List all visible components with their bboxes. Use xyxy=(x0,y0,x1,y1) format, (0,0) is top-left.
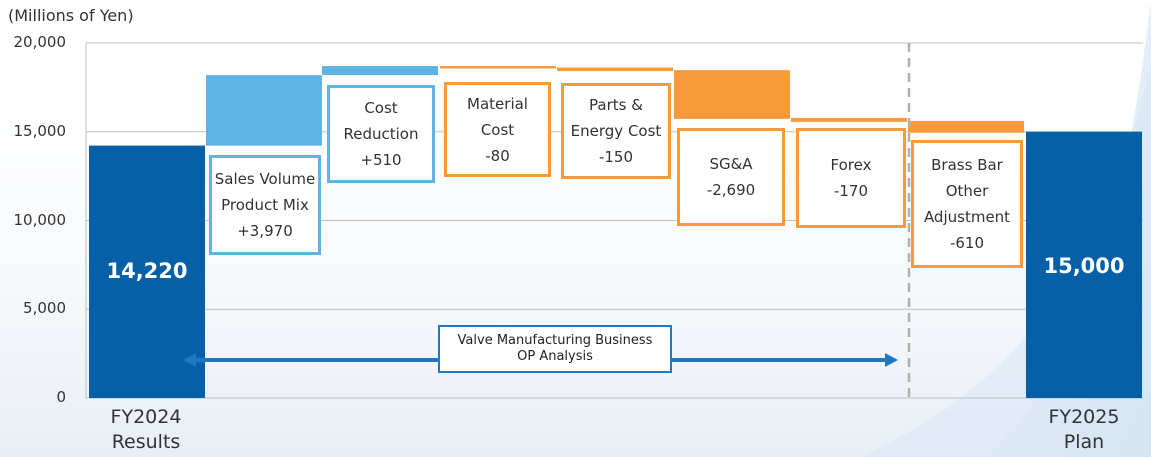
step-label-text: +3,970 xyxy=(237,222,293,240)
step-label-text: +510 xyxy=(360,151,402,169)
step-label-text: Sales Volume xyxy=(214,170,316,188)
end-value-label: 15,000 xyxy=(1043,254,1125,278)
step-label-box: Sales Volume Product Mix +3,970 xyxy=(209,155,321,255)
step-label-text: Forex xyxy=(830,156,872,174)
step-label-box: Cost Reduction +510 xyxy=(327,85,435,183)
step-label-text: -80 xyxy=(485,146,510,165)
step-label-box: Forex -170 xyxy=(796,128,906,228)
x-label-start: FY2024 Results xyxy=(86,405,206,455)
step-label-text: Product Mix xyxy=(221,196,309,214)
x-label-end: FY2025 Plan xyxy=(1024,405,1144,455)
step-label-text: -610 xyxy=(949,234,985,252)
x-label-start-line1: FY2024 xyxy=(110,406,182,428)
arrow-head-right xyxy=(885,353,898,367)
x-label-end-line2: Plan xyxy=(1063,431,1105,453)
start-value-label: 14,220 xyxy=(106,259,188,283)
annotation-line2: OP Analysis xyxy=(517,349,593,364)
bar-step-6 xyxy=(791,117,907,121)
step-label-box: Parts & Energy Cost -150 xyxy=(561,83,671,179)
step-label-text: Other xyxy=(945,182,989,200)
step-label-box: SG&A -2,690 xyxy=(677,128,785,226)
y-tick-label: 20,000 xyxy=(13,33,67,51)
bar-step-5 xyxy=(674,70,790,118)
bar-fy2025 xyxy=(1026,131,1142,398)
bar-step-7 xyxy=(908,120,1024,132)
annotation-line1: Valve Manufacturing Business xyxy=(457,333,653,348)
y-tick-label: 10,000 xyxy=(13,210,67,229)
step-label-box: Brass Bar Other Adjustment -610 xyxy=(911,140,1023,268)
step-label-text: -150 xyxy=(598,148,634,166)
x-label-start-line2: Results xyxy=(111,431,181,453)
step-label-text: -2,690 xyxy=(706,181,756,199)
bar-step-2 xyxy=(322,66,438,76)
x-label-end-line1: FY2025 xyxy=(1048,406,1120,428)
step-label-text: Energy Cost xyxy=(570,122,662,140)
step-label-text: Reduction xyxy=(343,125,419,143)
bar-fy2024 xyxy=(89,145,205,398)
bar-step-4 xyxy=(557,67,673,71)
y-tick-label: 15,000 xyxy=(13,121,67,140)
step-label-text: Cost xyxy=(480,120,515,139)
step-label-box: Material Cost -80 xyxy=(444,82,551,177)
step-label-text: Cost xyxy=(364,99,398,117)
arrow-head-left xyxy=(183,353,196,367)
step-label-text: SG&A xyxy=(709,155,753,173)
y-tick-label: 0 xyxy=(56,388,66,406)
annotation-box: Valve Manufacturing Business OP Analysis xyxy=(438,325,672,373)
step-label-text: Parts & xyxy=(589,96,643,114)
step-label-text: Brass Bar xyxy=(931,156,1003,174)
bar-step-1 xyxy=(206,75,322,146)
step-label-text: -170 xyxy=(833,182,869,200)
step-label-text: Adjustment xyxy=(923,208,1011,226)
unit-label: (Millions of Yen) xyxy=(8,6,134,25)
y-tick-label: 5,000 xyxy=(23,299,66,318)
step-label-text: Material xyxy=(467,94,528,113)
